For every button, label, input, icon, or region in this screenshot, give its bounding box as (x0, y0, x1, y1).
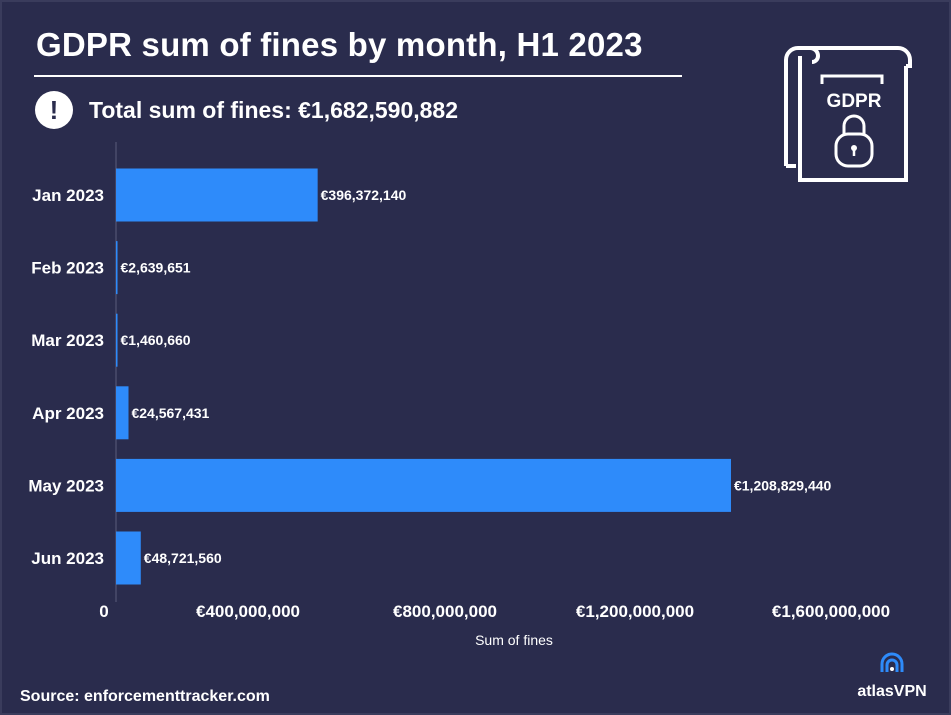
x-axis-title: Sum of fines (475, 632, 553, 648)
data-label: €24,567,431 (131, 405, 209, 421)
category-label: Jun 2023 (31, 549, 104, 568)
title-underline (34, 75, 682, 77)
chart-title: GDPR sum of fines by month, H1 2023 (36, 26, 643, 63)
brand-logo: atlasVPN (850, 650, 934, 701)
bar-apr-2023 (116, 386, 129, 440)
category-label: Jan 2023 (32, 186, 104, 205)
total-fines-text: Total sum of fines: €1,682,590,882 (89, 96, 459, 123)
category-label: Apr 2023 (32, 404, 104, 423)
bar-chart: €396,372,140 €2,639,651 €1,460,660 €24,567,… (28, 142, 890, 648)
bar-feb-2023 (116, 241, 118, 295)
gdpr-badge-text: GDPR (827, 91, 882, 112)
bar-jan-2023 (116, 168, 318, 222)
gdpr-document-lock-icon: GDPR (784, 46, 912, 182)
bar-jun-2023 (116, 531, 141, 585)
x-tick-label: €1,200,000,000 (576, 602, 694, 621)
source-note: Source: enforcementtracker.com (20, 688, 270, 705)
total-summary: ! Total sum of fines: €1,682,590,882 (35, 91, 458, 129)
brand-name: atlasVPN (857, 683, 927, 700)
x-tick-label: €1,600,000,000 (772, 602, 890, 621)
bar-mar-2023 (116, 313, 118, 367)
atlasvpn-logo-icon (880, 652, 904, 672)
data-label: €48,721,560 (144, 550, 222, 566)
data-label: €396,372,140 (321, 187, 407, 203)
data-label: €2,639,651 (121, 260, 191, 276)
category-label: Mar 2023 (31, 331, 104, 350)
category-label: Feb 2023 (31, 259, 104, 278)
category-label: May 2023 (28, 476, 104, 495)
data-label: €1,460,660 (121, 332, 191, 348)
data-label: €1,208,829,440 (734, 477, 832, 493)
x-tick-label: 0 (99, 602, 108, 621)
alert-icon: ! (35, 91, 73, 129)
x-tick-label: €800,000,000 (393, 602, 497, 621)
x-tick-label: €400,000,000 (196, 602, 300, 621)
bar-may-2023 (116, 458, 731, 512)
